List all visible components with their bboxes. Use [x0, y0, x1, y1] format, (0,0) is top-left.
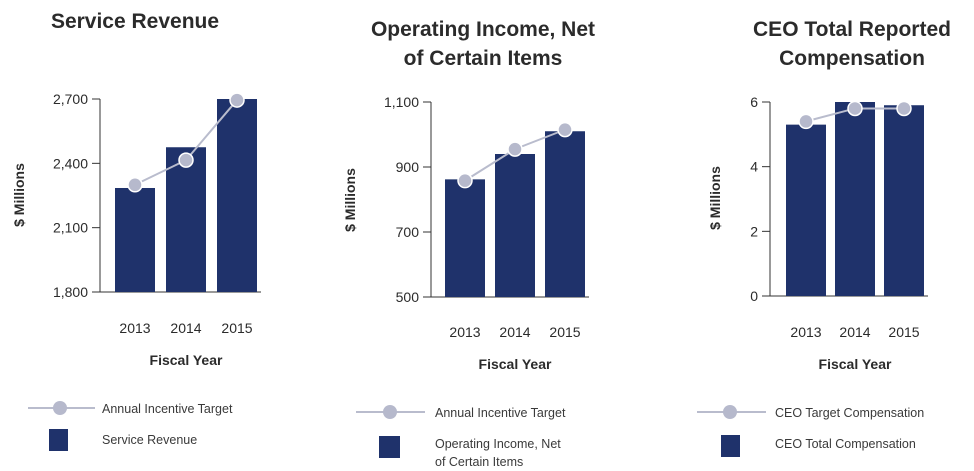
target-point — [457, 172, 473, 189]
bar — [166, 147, 206, 292]
target-point — [127, 177, 143, 193]
y-tick-label: 2,100 — [53, 220, 88, 236]
bar — [495, 154, 535, 297]
y-tick-label: 700 — [396, 224, 420, 240]
target-point — [178, 152, 194, 168]
chart-title: Operating Income, Net — [371, 18, 595, 41]
legend-label: Service Revenue — [102, 433, 197, 447]
x-tick-label: 2015 — [221, 320, 252, 336]
bar — [786, 124, 826, 296]
x-tick-label: 2014 — [499, 324, 530, 340]
bar — [545, 131, 585, 297]
legend-marker-swatch — [53, 401, 67, 415]
target-point — [798, 113, 814, 130]
chart-title: of Certain Items — [404, 47, 563, 70]
x-tick-label: 2014 — [170, 320, 201, 336]
y-tick-label: 2,700 — [53, 91, 88, 107]
legend-label: CEO Target Compensation — [775, 406, 924, 420]
target-point — [847, 100, 863, 117]
x-tick-label: 2015 — [549, 324, 580, 340]
chart-title: Compensation — [779, 47, 925, 70]
target-point — [507, 141, 523, 157]
y-tick-label: 2 — [750, 223, 758, 239]
y-tick-label: 0 — [750, 288, 758, 304]
legend-label: Annual Incentive Target — [102, 402, 233, 416]
legend-label: CEO Total Compensation — [775, 437, 916, 451]
target-point — [557, 121, 573, 138]
legend-marker-swatch — [383, 405, 397, 419]
target-point — [896, 100, 912, 117]
y-axis-label: $ Millions — [11, 163, 27, 227]
bar — [835, 102, 875, 296]
legend-label: Annual Incentive Target — [435, 406, 566, 420]
y-tick-label: 500 — [396, 289, 420, 305]
x-axis-label: Fiscal Year — [479, 356, 552, 372]
legend-label: Operating Income, Net — [435, 437, 561, 451]
y-tick-label: 900 — [396, 159, 420, 175]
x-tick-label: 2013 — [790, 324, 821, 340]
legend-bar-swatch — [379, 436, 400, 458]
x-axis-label: Fiscal Year — [150, 352, 223, 368]
y-tick-label: 2,400 — [53, 155, 88, 171]
y-tick-label: 4 — [750, 159, 758, 175]
bar — [115, 187, 155, 292]
y-tick-label: 6 — [750, 94, 758, 110]
y-tick-label: 1,100 — [384, 94, 419, 110]
x-axis-label: Fiscal Year — [819, 356, 892, 372]
y-tick-label: 1,800 — [53, 284, 88, 300]
x-tick-label: 2014 — [839, 324, 870, 340]
bar — [884, 105, 924, 296]
x-tick-label: 2013 — [119, 320, 150, 336]
y-axis-label: $ Millions — [342, 168, 358, 232]
legend-marker-swatch — [723, 405, 737, 419]
x-tick-label: 2015 — [888, 324, 919, 340]
legend-label: of Certain Items — [435, 455, 523, 469]
target-point — [229, 92, 245, 108]
bar — [445, 179, 485, 297]
legend-bar-swatch — [49, 429, 68, 451]
y-axis-label: $ Millions — [707, 166, 723, 230]
bar — [217, 99, 257, 292]
chart-title: Service Revenue — [51, 10, 219, 33]
chart-title: CEO Total Reported — [753, 18, 951, 41]
legend-bar-swatch — [721, 435, 740, 457]
x-tick-label: 2013 — [449, 324, 480, 340]
